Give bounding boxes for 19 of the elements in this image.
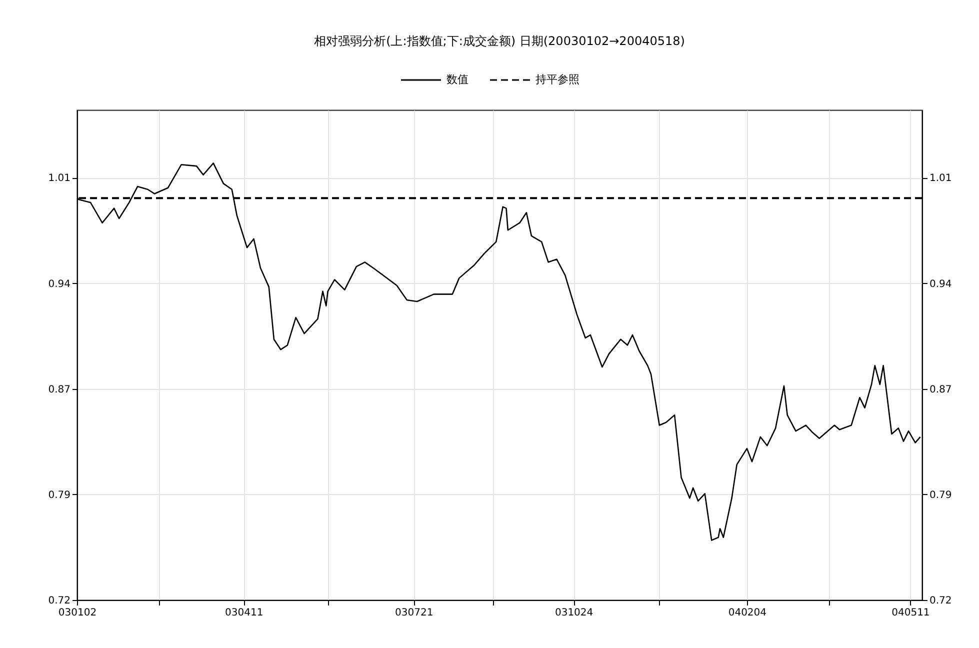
y-tick-label: 0.72 [48, 596, 70, 606]
x-tick-label: 030411 [225, 608, 264, 618]
chart-title: 相对强弱分析(上:指数值;下:成交金额) 日期(20030102→20040518) [314, 34, 685, 48]
legend-label: 数值 [446, 72, 468, 87]
y2-tick-label: 0.79 [930, 490, 952, 501]
y-tick-label: 0.79 [48, 490, 70, 501]
x-tick-label: 040204 [728, 608, 767, 618]
y-tick-label: 0.94 [48, 278, 70, 290]
y2-tick-label: 0.94 [930, 278, 952, 290]
y-tick-label: 1.01 [48, 173, 70, 184]
y2-tick-label: 0.87 [930, 384, 952, 396]
legend-label: 持平参照 [536, 72, 580, 87]
x-tick-label: 040511 [892, 608, 930, 618]
x-tick-label: 030721 [395, 608, 434, 618]
y2-tick-label: 1.01 [930, 173, 952, 184]
y2-tick-label: 0.72 [930, 596, 952, 606]
x-tick-label: 031024 [554, 608, 594, 618]
x-tick-label: 030102 [58, 608, 97, 618]
y-tick-label: 0.87 [48, 384, 70, 396]
